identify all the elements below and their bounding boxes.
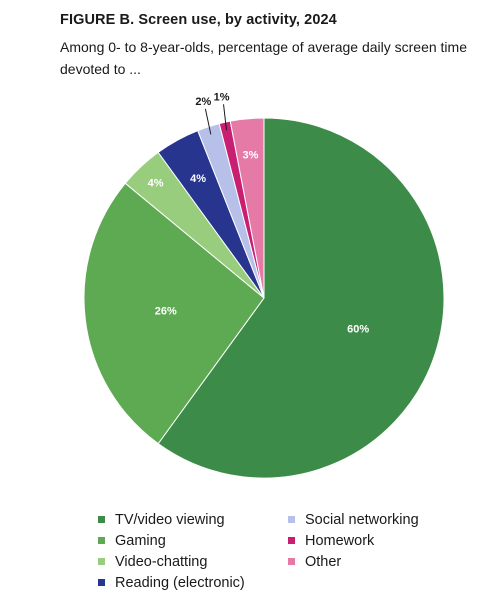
- pie-slice-tv-video-viewing: [157, 117, 445, 479]
- data-label-video-chatting: 4%: [148, 178, 164, 190]
- data-label-tv-video-viewing: 60%: [347, 324, 369, 336]
- legend-item-homework: Homework: [288, 531, 468, 550]
- data-label-reading-electronic: 4%: [190, 173, 206, 185]
- data-label-social-networking: 2%: [195, 96, 211, 108]
- legend: TV/video viewing Social networking Gaming H…: [98, 510, 478, 592]
- legend-swatch: [98, 537, 105, 544]
- legend-label: Homework: [305, 532, 375, 549]
- legend-label: TV/video viewing: [115, 511, 225, 528]
- chart-title: FIGURE B. Screen use, by activity, 2024: [60, 12, 337, 28]
- legend-label: Gaming: [115, 532, 166, 549]
- legend-item-gaming: Gaming: [98, 531, 288, 550]
- chart-subtitle: Among 0- to 8-year-olds, percentage of a…: [60, 39, 467, 77]
- data-label-gaming: 26%: [155, 305, 177, 317]
- legend-empty-cell: [288, 573, 468, 592]
- leader-line-social-networking: [204, 108, 212, 135]
- legend-swatch: [288, 516, 295, 523]
- legend-item-video-chatting: Video-chatting: [98, 552, 288, 571]
- legend-item-other: Other: [288, 552, 468, 571]
- pie-slice-other: [229, 117, 265, 299]
- data-label-other: 3%: [242, 150, 258, 162]
- legend-swatch: [288, 558, 295, 565]
- legend-label: Social networking: [305, 511, 419, 528]
- pie-slice-gaming: [83, 182, 265, 445]
- legend-item-reading-electronic: Reading (electronic): [98, 573, 288, 592]
- legend-item-tv-video-viewing: TV/video viewing: [98, 510, 288, 529]
- legend-item-social-networking: Social networking: [288, 510, 468, 529]
- legend-label: Reading (electronic): [115, 574, 245, 591]
- legend-swatch: [98, 516, 105, 523]
- legend-label: Video-chatting: [115, 553, 208, 570]
- legend-label: Other: [305, 553, 342, 570]
- legend-swatch: [98, 579, 105, 586]
- legend-swatch: [288, 537, 295, 544]
- leader-line-homework: [223, 104, 227, 131]
- legend-swatch: [98, 558, 105, 565]
- data-label-homework: 1%: [214, 91, 230, 103]
